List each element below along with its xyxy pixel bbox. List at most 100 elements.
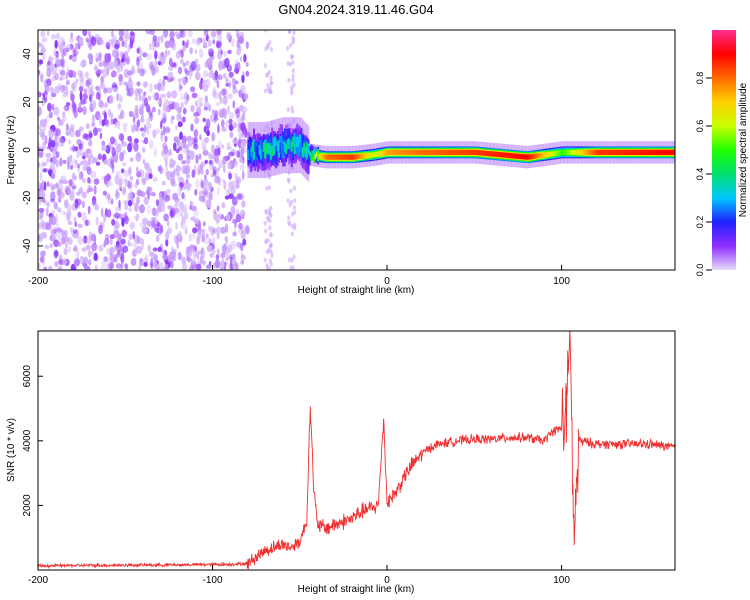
- noise-blob: [182, 107, 187, 115]
- noise-blob: [175, 221, 178, 230]
- noise-blob: [70, 188, 75, 196]
- noise-blob: [120, 253, 125, 264]
- noise-blob: [216, 80, 220, 89]
- noise-blob: [190, 205, 197, 212]
- noise-blob: [204, 159, 208, 164]
- noise-blob: [195, 154, 199, 165]
- noise-blob: [110, 155, 115, 165]
- signal-band: [600, 149, 603, 155]
- signal-band: [311, 153, 314, 161]
- noise-blob: [179, 85, 183, 90]
- signal-band: [631, 149, 634, 155]
- noise-blob: [163, 213, 169, 222]
- signal-band: [382, 150, 385, 156]
- noise-blob: [147, 244, 151, 252]
- signal-band: [285, 143, 288, 154]
- noise-blob: [193, 209, 199, 218]
- signal-band: [331, 154, 334, 160]
- signal-band: [643, 149, 646, 155]
- noise-blob: [157, 82, 162, 92]
- noise-blob: [136, 189, 143, 197]
- noise-blob: [286, 198, 290, 204]
- noise-blob: [128, 70, 134, 75]
- noise-blob: [287, 257, 292, 263]
- noise-blob: [134, 122, 139, 131]
- noise-blob: [181, 192, 185, 200]
- noise-blob: [288, 30, 292, 34]
- noise-blob: [292, 185, 297, 191]
- noise-blob: [227, 49, 232, 55]
- signal-band: [308, 154, 311, 162]
- noise-blob: [164, 41, 170, 49]
- noise-blob: [124, 263, 128, 269]
- noise-blob: [234, 172, 238, 180]
- noise-blob: [128, 110, 134, 118]
- noise-blob: [195, 63, 201, 72]
- noise-blob: [192, 244, 197, 251]
- noise-blob: [90, 90, 95, 96]
- noise-blob: [152, 247, 158, 252]
- noise-blob: [223, 73, 227, 79]
- noise-blob: [180, 221, 183, 229]
- signal-band: [420, 149, 423, 155]
- noise-blob: [133, 202, 139, 213]
- signal-band: [642, 149, 645, 155]
- noise-blob: [213, 209, 217, 215]
- signal-band: [324, 154, 327, 160]
- noise-blob: [121, 57, 124, 63]
- noise-blob: [167, 66, 174, 71]
- noise-blob: [162, 125, 166, 136]
- signal-band: [656, 149, 659, 155]
- noise-blob: [117, 120, 121, 130]
- noise-blob: [287, 177, 291, 183]
- signal-band: [293, 144, 296, 155]
- noise-blob: [218, 60, 224, 70]
- noise-blob: [131, 124, 135, 133]
- noise-blob: [176, 240, 180, 250]
- noise-blob: [132, 115, 136, 124]
- noise-blob: [232, 160, 239, 165]
- noise-blob: [221, 126, 227, 132]
- noise-blob: [50, 191, 56, 202]
- noise-blob: [266, 238, 270, 244]
- spectrogram-y-ticks: -40 -20 0 20 40: [22, 48, 43, 253]
- signal-band: [505, 152, 508, 158]
- signal-band: [300, 145, 303, 156]
- noise-blob: [223, 51, 227, 57]
- noise-blob: [289, 188, 293, 194]
- signal-band: [251, 141, 254, 153]
- noise-blob: [234, 150, 237, 156]
- noise-blob: [110, 118, 114, 125]
- noise-blob: [104, 101, 109, 108]
- signal-band: [507, 152, 510, 158]
- noise-blob: [68, 73, 74, 78]
- noise-blob: [139, 222, 143, 228]
- noise-blob: [79, 71, 83, 78]
- noise-blob: [212, 236, 216, 246]
- signal-band: [558, 150, 561, 156]
- noise-blob: [194, 49, 198, 54]
- spectrogram-y-label: Frequency (Hz): [6, 116, 17, 185]
- noise-blob: [293, 209, 297, 215]
- noise-blob: [145, 253, 148, 262]
- noise-blob: [240, 230, 246, 240]
- noise-blob: [245, 41, 249, 49]
- noise-blob: [205, 199, 212, 208]
- noise-blob: [71, 56, 77, 61]
- signal-band: [314, 148, 317, 159]
- noise-blob: [236, 48, 241, 56]
- noise-blob: [151, 67, 156, 76]
- noise-blob: [73, 216, 77, 223]
- noise-blob: [240, 209, 246, 218]
- noise-blob: [173, 142, 177, 152]
- noise-blob: [57, 232, 62, 242]
- signal-band: [602, 149, 605, 155]
- noise-blob: [91, 36, 97, 47]
- noise-blob: [167, 49, 171, 56]
- noise-blob: [192, 250, 198, 259]
- signal-band: [512, 153, 515, 159]
- noise-blob: [242, 238, 247, 246]
- signal-band: [588, 149, 591, 155]
- noise-blob: [157, 98, 161, 105]
- noise-blob: [99, 132, 103, 140]
